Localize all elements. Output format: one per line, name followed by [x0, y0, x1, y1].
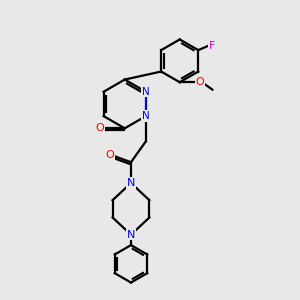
Text: N: N: [127, 230, 135, 240]
Text: N: N: [127, 178, 135, 188]
Text: O: O: [195, 77, 204, 87]
Text: F: F: [208, 41, 215, 51]
Text: N: N: [142, 87, 150, 97]
Text: O: O: [96, 123, 104, 133]
Text: N: N: [142, 111, 150, 121]
Text: O: O: [106, 150, 115, 160]
